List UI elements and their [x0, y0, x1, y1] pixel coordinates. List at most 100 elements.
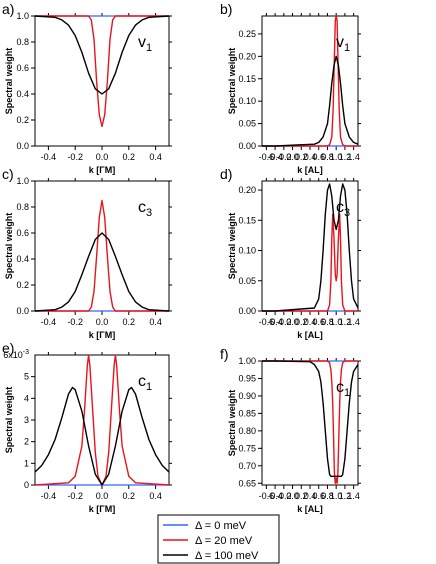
x-tick-label: 0.6 [312, 317, 325, 327]
x-tick-label: 0.8 [321, 152, 334, 162]
y-tick-label: 0.85 [238, 408, 256, 418]
y-tick-label: 0.8 [16, 37, 29, 47]
x-tick-label: -0.6 [259, 317, 275, 327]
y-tick-label: 0.6 [16, 228, 29, 238]
y-tick-label: 5 [24, 372, 29, 382]
band-label-sub: 3 [344, 207, 350, 219]
band-label: c1 [138, 373, 152, 393]
series-line-2 [34, 15, 170, 95]
x-tick-label: 1.2 [339, 152, 352, 162]
legend-label-2: Δ = 100 meV [195, 550, 259, 562]
x-tick-label: 0.4 [304, 491, 317, 501]
chart-panel-d: 0.000.050.100.150.20-0.6-0.4-0.20.00.20.… [220, 166, 361, 340]
y-tick-label: 3 [24, 415, 29, 425]
panel-letter: f) [220, 346, 229, 362]
series-line-2 [262, 183, 359, 312]
y-tick-label: 2 [24, 437, 29, 447]
y-tick-label: 0.0 [16, 306, 29, 316]
band-label-main: v [138, 34, 146, 51]
x-tick-label: -0.2 [67, 491, 83, 501]
x-tick-label: 0.4 [149, 152, 162, 162]
y-tick-label: 1.00 [238, 356, 256, 366]
series-line-1 [35, 15, 169, 128]
x-tick-label: 0.2 [295, 317, 308, 327]
legend-label-0: Δ = 0 meV [195, 520, 247, 532]
x-tick-label: 0.0 [96, 152, 109, 162]
band-label-main: c [138, 373, 146, 390]
band-label-sub: 1 [146, 381, 152, 393]
y-tick-label: 0.95 [238, 373, 256, 383]
band-label: c3 [138, 199, 152, 219]
x-tick-label: 1.0 [330, 152, 343, 162]
x-axis-label: k [ΓM] [89, 165, 115, 175]
x-tick-label: 0.2 [123, 491, 136, 501]
x-tick-label: 0.4 [149, 317, 162, 327]
y-tick-label: 0.15 [238, 74, 256, 84]
x-tick-label: 1.4 [347, 317, 360, 327]
x-axis-label: k [AL] [297, 330, 323, 340]
y-axis-label: Spectral weight [227, 213, 237, 280]
x-tick-label: -0.4 [41, 317, 57, 327]
panel-letter: a) [2, 1, 14, 17]
y-tick-label: 0.75 [238, 443, 256, 453]
series-line-1 [262, 15, 358, 147]
x-axis-label: k [AL] [297, 504, 323, 514]
y-tick-label: 0.05 [238, 119, 256, 129]
x-tick-label: 0.4 [304, 152, 317, 162]
series-line-1 [34, 354, 170, 486]
y-tick-label: 0.65 [238, 478, 256, 488]
y-tick-label: 1.0 [16, 176, 29, 186]
y-tick-label: 0 [24, 480, 29, 490]
x-tick-label: 0.0 [286, 317, 299, 327]
chart-panel-b: 0.000.050.100.150.200.25-0.6-0.4-0.20.00… [220, 1, 361, 175]
x-tick-label: 1.0 [330, 491, 343, 501]
series-line-1 [262, 213, 358, 312]
panel-letter: c) [2, 166, 14, 182]
x-tick-label: -0.2 [276, 491, 292, 501]
x-axis-label: k [ΓM] [89, 504, 115, 514]
x-tick-label: 0.6 [312, 152, 325, 162]
series-line-1 [35, 199, 169, 312]
y-tick-label: 0.4 [16, 254, 29, 264]
y-tick-label: 0.0 [16, 141, 29, 151]
band-label: c3 [336, 199, 350, 219]
x-tick-label: -0.4 [267, 317, 283, 327]
band-label-main: c [336, 199, 344, 216]
y-tick-label: 4 [24, 393, 29, 403]
y-tick-label: 0.00 [238, 141, 256, 151]
band-label-sub: 1 [344, 387, 350, 399]
x-tick-label: 0.2 [295, 152, 308, 162]
legend: Δ = 0 meV Δ = 20 meV Δ = 100 meV [157, 514, 280, 564]
y-tick-label: 0.90 [238, 391, 256, 401]
x-tick-label: 0.0 [286, 152, 299, 162]
y-axis-multiplier: 6x10-3 [3, 349, 29, 360]
chart-panel-a: 0.0 0.2 0.4 0.6 0.8 1.0 -0.4 -0.2 0.0 0.2 0.4 k [ΓM… [2, 1, 172, 175]
x-tick-label: 0.6 [312, 491, 325, 501]
x-tick-label: 0.0 [96, 317, 109, 327]
y-tick-label: 0.70 [238, 461, 256, 471]
band-label: v1 [138, 34, 152, 54]
y-tick-label: 0.00 [238, 306, 256, 316]
x-tick-label: -0.4 [267, 491, 283, 501]
x-tick-label: -0.2 [67, 317, 83, 327]
band-label: c1 [336, 379, 350, 399]
band-label-sub: 1 [146, 42, 152, 54]
x-tick-label: 1.2 [339, 491, 352, 501]
y-tick-label: 0.80 [238, 426, 256, 436]
series-line-1 [262, 360, 358, 484]
y-tick-label: 1 [24, 458, 29, 468]
x-tick-label: 0.8 [321, 491, 334, 501]
series-line-2 [262, 360, 359, 477]
x-tick-label: -0.4 [41, 152, 57, 162]
y-multiplier-base: 6x10 [3, 350, 23, 360]
x-tick-label: -0.6 [259, 491, 275, 501]
x-tick-label: 0.2 [123, 152, 136, 162]
x-tick-label: 1.2 [339, 317, 352, 327]
y-axis-label: Spectral weight [4, 48, 14, 115]
y-axis-label: Spectral weight [227, 48, 237, 115]
y-tick-label: 0.10 [238, 96, 256, 106]
y-tick-label: 0.10 [238, 246, 256, 256]
x-axis-label: k [AL] [297, 165, 323, 175]
y-axis-label: Spectral weight [4, 387, 14, 454]
